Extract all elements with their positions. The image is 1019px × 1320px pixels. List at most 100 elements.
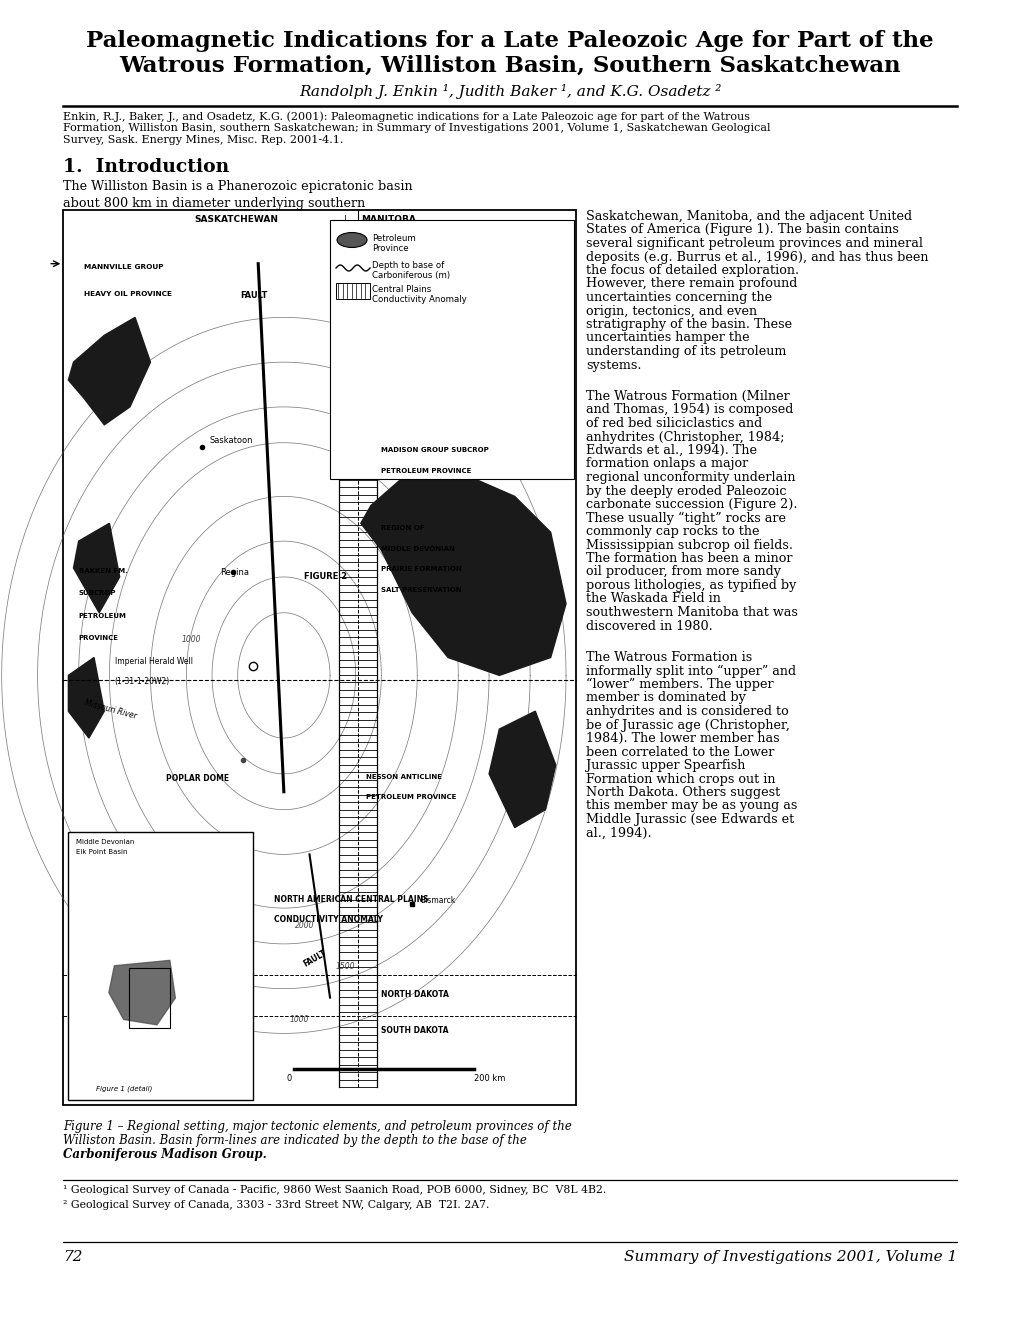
Text: stratigraphy of the basin. These: stratigraphy of the basin. These [586,318,792,331]
Text: Imperial Herald Well: Imperial Herald Well [114,657,193,667]
Text: oil producer, from more sandy: oil producer, from more sandy [586,565,781,578]
Text: 1500: 1500 [335,962,355,970]
Text: These usually “tight” rocks are: These usually “tight” rocks are [586,511,786,525]
Text: Saskatoon: Saskatoon [209,437,253,445]
Text: MIDDLE DEVONIAN: MIDDLE DEVONIAN [381,545,454,552]
Text: Paleomagnetic Indications for a Late Paleozoic Age for Part of the: Paleomagnetic Indications for a Late Pal… [86,30,933,51]
Text: The formation has been a minor: The formation has been a minor [586,552,792,565]
Text: SALT PRESERVATION: SALT PRESERVATION [381,587,462,593]
Text: Survey, Sask. Energy Mines, Misc. Rep. 2001-4.1.: Survey, Sask. Energy Mines, Misc. Rep. 2… [63,135,343,145]
Text: ² Geological Survey of Canada, 3303 - 33rd Street NW, Calgary, AB  T2I. 2A7.: ² Geological Survey of Canada, 3303 - 33… [63,1200,489,1210]
Text: al., 1994).: al., 1994). [586,826,651,840]
Text: 2000: 2000 [294,921,314,931]
Text: 1000: 1000 [289,1015,309,1024]
Text: Figure 1 (detail): Figure 1 (detail) [96,1085,152,1092]
Text: SUBCROP: SUBCROP [78,590,116,597]
Text: Central Plains: Central Plains [372,285,431,294]
Polygon shape [68,657,104,738]
Text: Saskatchewan, Manitoba, and the adjacent United: Saskatchewan, Manitoba, and the adjacent… [586,210,912,223]
Text: MADISON GROUP SUBCROP: MADISON GROUP SUBCROP [381,447,488,453]
Polygon shape [68,317,151,425]
Text: Bismarck: Bismarck [420,896,454,906]
Ellipse shape [336,232,367,248]
Text: by the deeply eroded Paleozoic: by the deeply eroded Paleozoic [586,484,787,498]
Text: FIGURE 2: FIGURE 2 [304,573,347,581]
Text: “lower” members. The upper: “lower” members. The upper [586,678,773,692]
Text: 200 km: 200 km [473,1074,504,1084]
Text: Enkin, R.J., Baker, J., and Osadetz, K.G. (2001): Paleomagnetic indications for : Enkin, R.J., Baker, J., and Osadetz, K.G… [63,111,750,121]
Text: 0: 0 [286,1074,291,1084]
Text: Regina: Regina [219,568,249,577]
Text: Randolph J. Enkin ¹, Judith Baker ¹, and K.G. Osadetz ²: Randolph J. Enkin ¹, Judith Baker ¹, and… [299,84,720,99]
Text: PETROLEUM PROVINCE: PETROLEUM PROVINCE [366,793,455,800]
Text: ¹ Geological Survey of Canada - Pacific, 9860 West Saanich Road, POB 6000, Sidne: ¹ Geological Survey of Canada - Pacific,… [63,1185,606,1195]
Text: CONDUCTIVITY ANOMALY: CONDUCTIVITY ANOMALY [273,915,382,924]
Text: Figure 1 – Regional setting, major tectonic elements, and petroleum provinces of: Figure 1 – Regional setting, major tecto… [63,1119,572,1133]
Text: origin, tectonics, and even: origin, tectonics, and even [586,305,757,318]
Text: 1984). The lower member has: 1984). The lower member has [586,733,780,744]
Text: 72: 72 [63,1250,83,1265]
Text: southwestern Manitoba that was: southwestern Manitoba that was [586,606,798,619]
Text: deposits (e.g. Burrus et al., 1996), and has thus been: deposits (e.g. Burrus et al., 1996), and… [586,251,928,264]
Text: FAULT: FAULT [240,290,267,300]
Text: 1.  Introduction: 1. Introduction [63,158,229,176]
Text: PETROLEUM: PETROLEUM [78,612,126,619]
Text: formation onlaps a major: formation onlaps a major [586,458,748,470]
Text: and Thomas, 1954) is composed: and Thomas, 1954) is composed [586,404,793,417]
Text: MANITOBA: MANITOBA [361,215,416,224]
Polygon shape [109,961,175,1024]
Text: The Watrous Formation (Milner: The Watrous Formation (Milner [586,389,790,403]
Bar [68,832,253,1100]
Text: the Waskada Field in: the Waskada Field in [586,593,720,606]
Polygon shape [73,523,119,612]
Text: Watrous Formation, Williston Basin, Southern Saskatchewan: Watrous Formation, Williston Basin, Sout… [119,55,900,77]
Text: the focus of detailed exploration.: the focus of detailed exploration. [586,264,799,277]
Text: Province: Province [372,244,409,253]
Text: informally split into “upper” and: informally split into “upper” and [586,664,796,677]
Text: SASKATCHEWAN: SASKATCHEWAN [195,215,278,224]
Text: NESSON ANTICLINE: NESSON ANTICLINE [366,774,441,780]
Text: commonly cap rocks to the: commonly cap rocks to the [586,525,759,539]
Text: Depth to base of: Depth to base of [372,261,444,271]
Text: been correlated to the Lower: been correlated to the Lower [586,746,774,759]
Text: Petroleum: Petroleum [372,234,416,243]
Text: PETROLEUM PROVINCE: PETROLEUM PROVINCE [381,467,471,474]
Text: Elk Point Basin: Elk Point Basin [76,850,127,855]
Text: porous lithologies, as typified by: porous lithologies, as typified by [586,579,796,591]
Bar [129,969,169,1027]
Text: uncertainties concerning the: uncertainties concerning the [586,290,771,304]
Text: Conductivity Anomaly: Conductivity Anomaly [372,294,467,304]
Text: of red bed siliciclastics and: of red bed siliciclastics and [586,417,762,430]
Text: States of America (Figure 1). The basin contains: States of America (Figure 1). The basin … [586,223,899,236]
Bar [338,228,377,1088]
Text: FAULT: FAULT [302,948,328,969]
Text: BAKKEN FM.: BAKKEN FM. [78,568,127,574]
Text: this member may be as young as: this member may be as young as [586,800,797,813]
Text: Edwards et al., 1994). The: Edwards et al., 1994). The [586,444,757,457]
Text: Summary of Investigations 2001, Volume 1: Summary of Investigations 2001, Volume 1 [623,1250,956,1265]
Text: 1000: 1000 [181,635,201,644]
Text: several significant petroleum provinces and mineral: several significant petroleum provinces … [586,238,922,249]
Polygon shape [361,461,566,676]
Text: NORTH AMERICAN CENTRAL PLAINS: NORTH AMERICAN CENTRAL PLAINS [273,895,428,904]
Text: HEAVY OIL PROVINCE: HEAVY OIL PROVINCE [84,290,171,297]
Text: North Dakota. Others suggest: North Dakota. Others suggest [586,785,780,799]
Text: |: | [343,215,346,224]
Text: PRAIRIE FORMATION: PRAIRIE FORMATION [381,566,462,572]
Text: anhydrites and is considered to: anhydrites and is considered to [586,705,789,718]
Bar [330,220,574,479]
Text: uncertainties hamper the: uncertainties hamper the [586,331,749,345]
Text: Formation, Williston Basin, southern Saskatchewan; in Summary of Investigations : Formation, Williston Basin, southern Sas… [63,123,770,133]
Bar [63,210,576,1105]
Text: The Watrous Formation is: The Watrous Formation is [586,651,752,664]
Text: discovered in 1980.: discovered in 1980. [586,619,712,632]
Text: POPLAR DOME: POPLAR DOME [166,774,228,783]
Text: Jurassic upper Spearfish: Jurassic upper Spearfish [586,759,745,772]
Text: member is dominated by: member is dominated by [586,692,746,705]
Text: PROVINCE: PROVINCE [78,635,118,642]
Text: regional unconformity underlain: regional unconformity underlain [586,471,795,484]
Text: NORTH DAKOTA: NORTH DAKOTA [381,990,448,999]
Text: Middle Devonian: Middle Devonian [76,840,135,846]
Text: Missouri River: Missouri River [84,698,138,721]
Text: Carboniferous (m): Carboniferous (m) [372,271,449,280]
